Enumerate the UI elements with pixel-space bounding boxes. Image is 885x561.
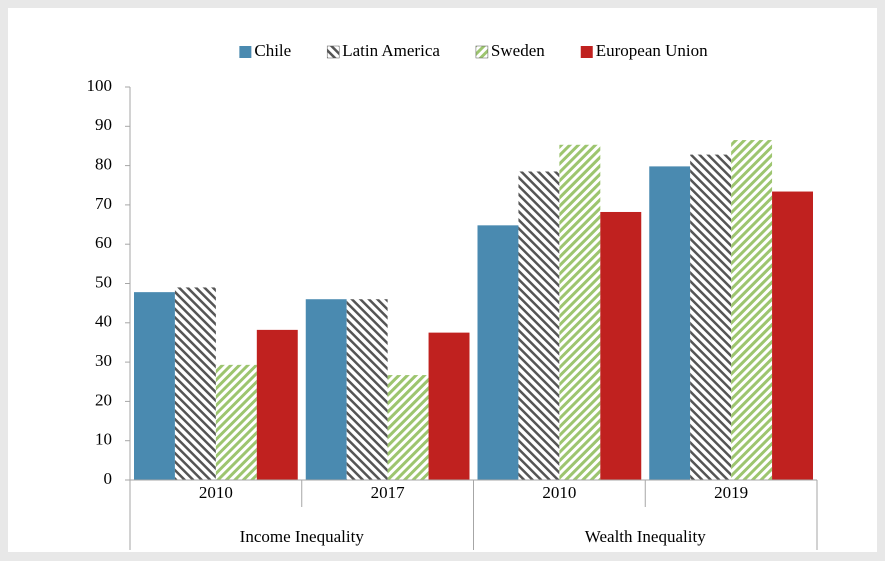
legend-label: Latin America [342, 41, 440, 60]
bar [387, 375, 429, 480]
legend-swatch [580, 46, 593, 58]
bar [134, 292, 175, 480]
y-tick-label: 100 [87, 76, 113, 95]
x-tick-label: 2017 [371, 483, 406, 502]
legend-item: Chile [239, 41, 291, 60]
bar [731, 140, 773, 480]
y-tick-label: 30 [95, 351, 112, 370]
x-tick-label: 2010 [542, 483, 576, 502]
y-tick-label: 60 [95, 233, 112, 252]
legend-swatch [239, 46, 252, 58]
bar [559, 144, 601, 480]
y-tick-label: 40 [95, 312, 112, 331]
bar [690, 154, 732, 480]
y-tick-label: 10 [95, 430, 112, 449]
bar [215, 364, 257, 480]
bar [305, 299, 347, 480]
bar [518, 171, 560, 480]
bar [600, 211, 642, 480]
bar [428, 332, 470, 480]
y-tick-label: 80 [95, 155, 112, 174]
legend-item: Sweden [475, 41, 545, 60]
y-tick-label: 90 [95, 115, 112, 134]
y-tick-label: 50 [95, 272, 112, 291]
y-tick-label: 20 [95, 390, 112, 409]
x-tick-label: 2010 [199, 483, 233, 502]
bar [772, 191, 813, 480]
legend-label: European Union [596, 41, 708, 60]
legend-item: Latin America [326, 41, 440, 60]
y-tick-label: 0 [104, 469, 113, 488]
bar [174, 287, 216, 480]
bar [346, 299, 388, 480]
legend-item: European Union [580, 41, 708, 60]
legend-swatch [326, 45, 340, 59]
legend-swatch [475, 45, 489, 59]
group-label: Wealth Inequality [585, 527, 706, 546]
x-tick-label: 2019 [714, 483, 748, 502]
legend-label: Chile [254, 41, 291, 60]
y-tick-label: 70 [95, 194, 112, 213]
bar [256, 329, 298, 480]
bar [649, 166, 691, 481]
bar [477, 225, 519, 480]
group-label: Income Inequality [240, 527, 365, 546]
legend-label: Sweden [491, 41, 545, 60]
